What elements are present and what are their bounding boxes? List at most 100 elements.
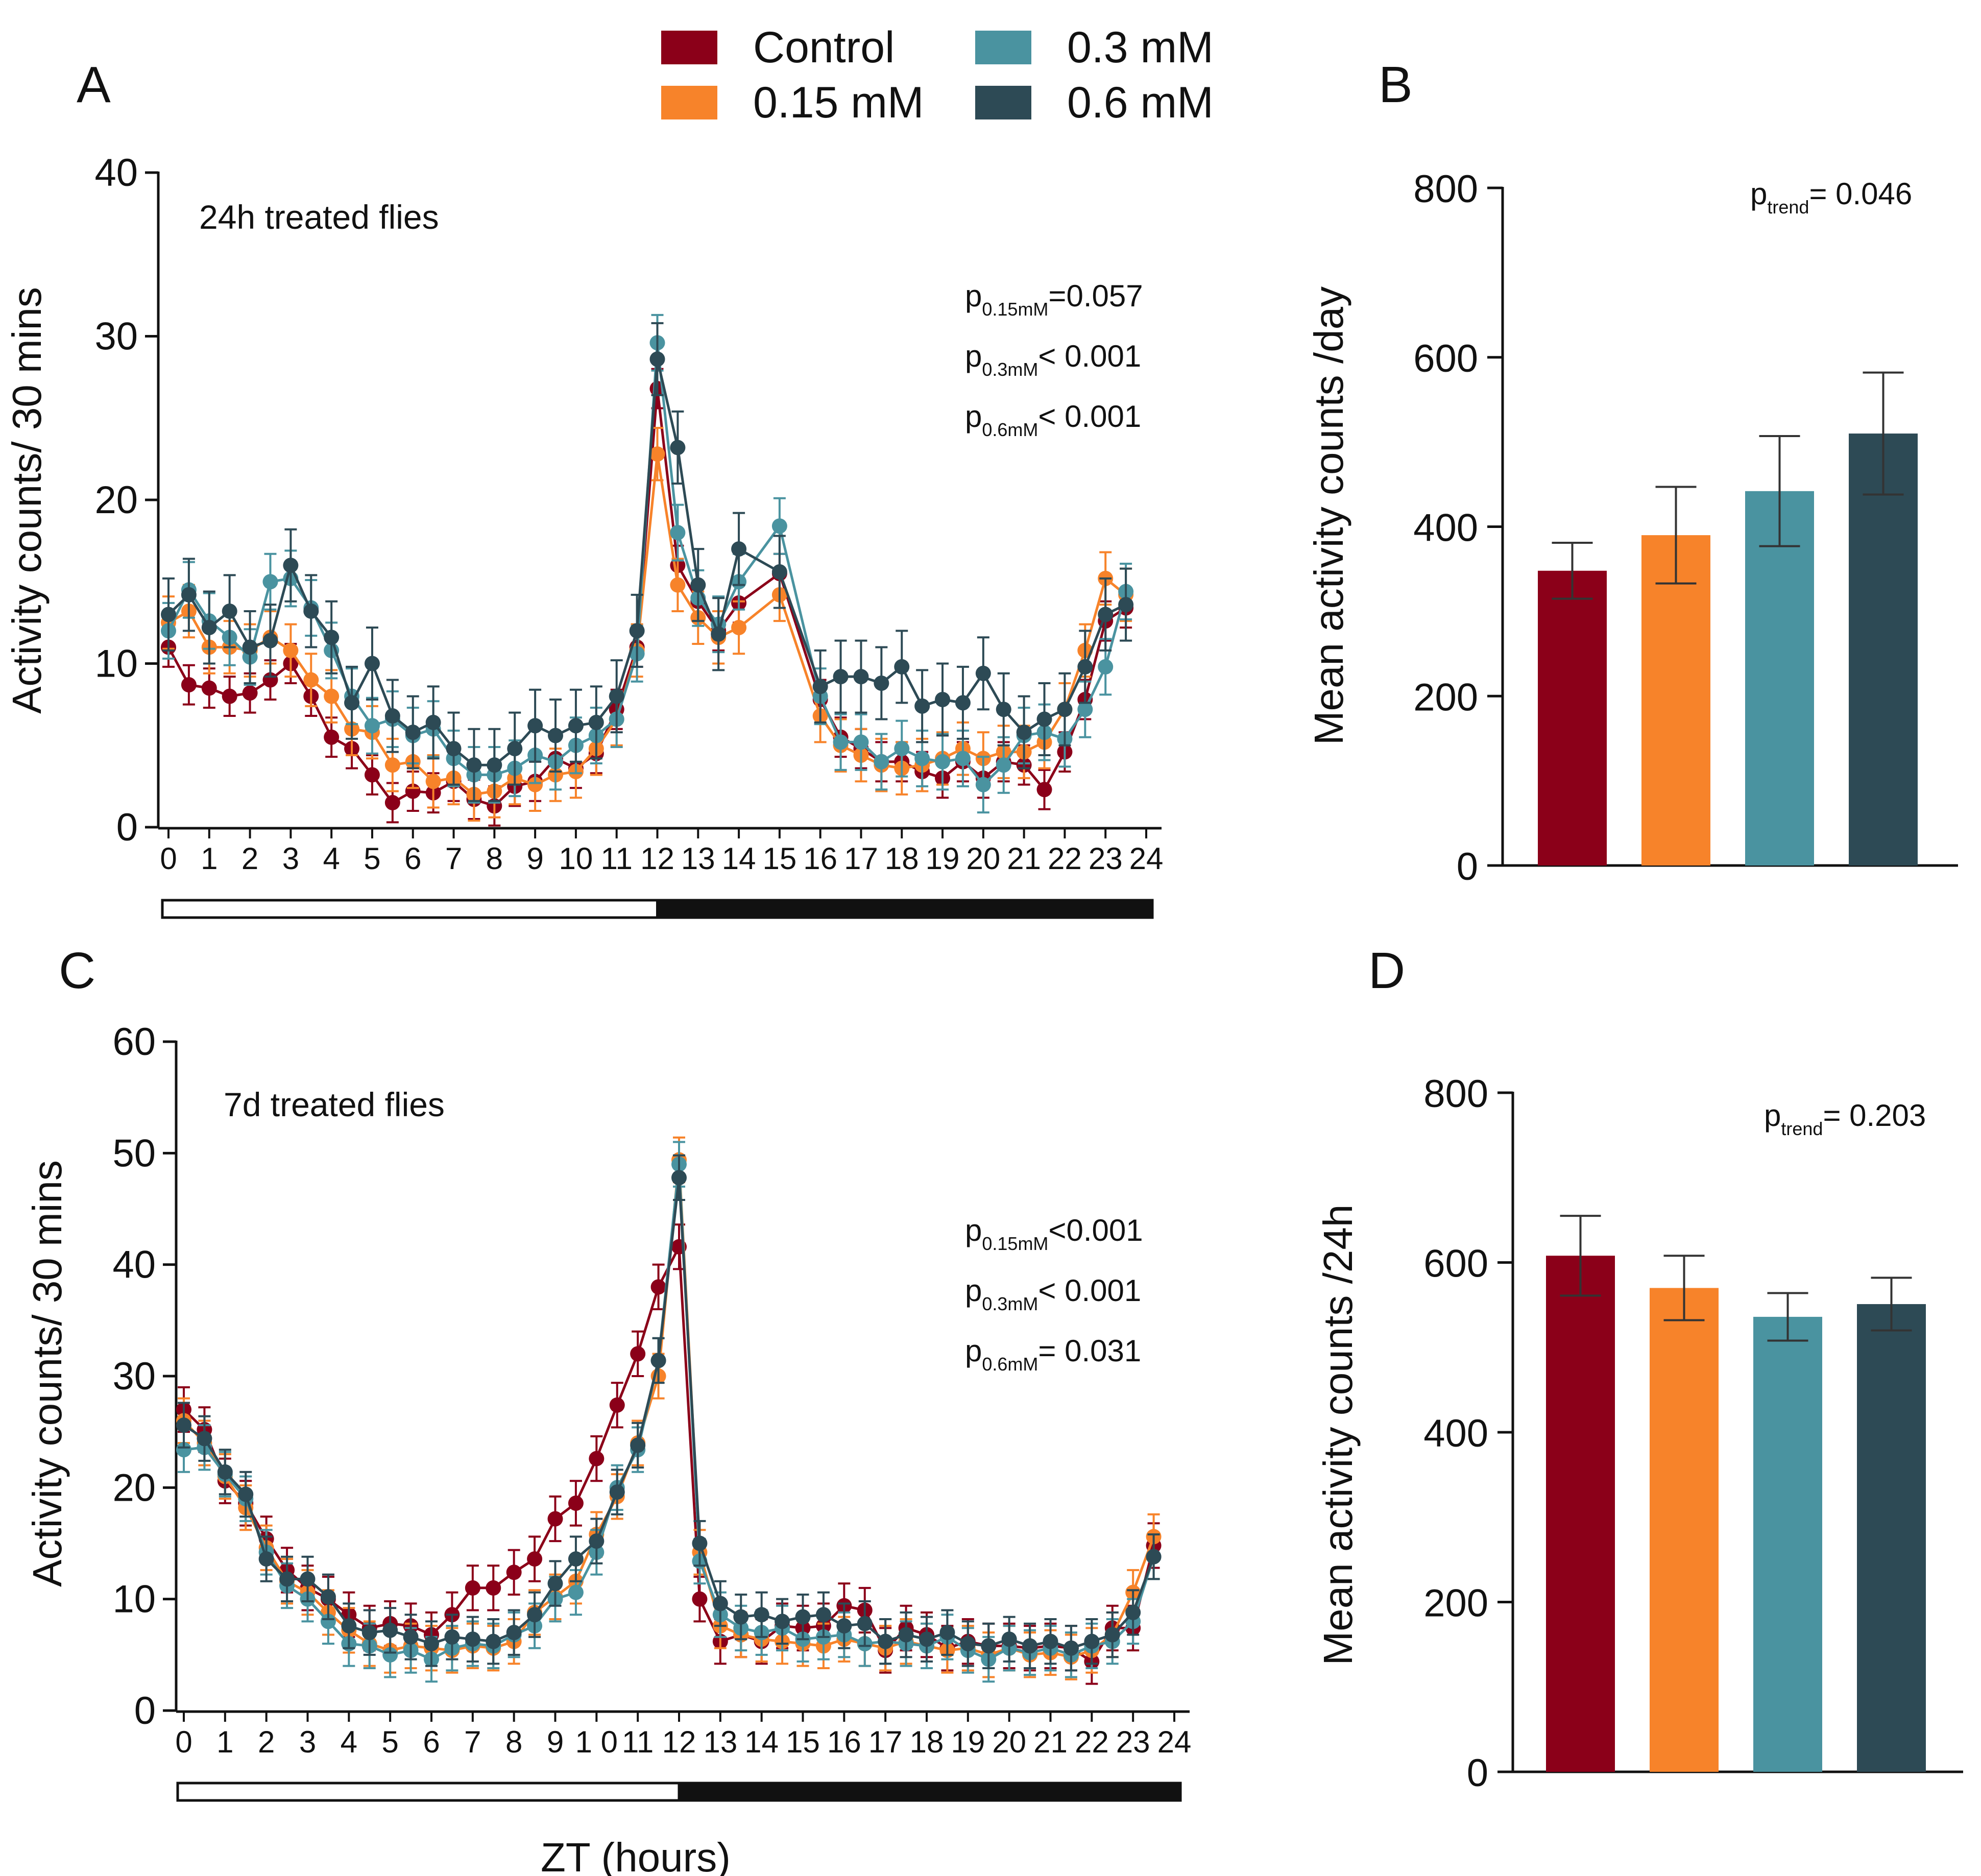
- chart-a-series-3-point-1: [181, 587, 197, 603]
- chart-a-series-0-point-41: [1036, 782, 1052, 798]
- chart-c-series-2-point-10: [382, 1647, 398, 1663]
- chart-d-bar-err-0: [1560, 1215, 1601, 1297]
- chart-a-y-axis-label: Activity counts/ 30 mins: [4, 287, 50, 714]
- chart-a-x-tick-label-1: 1: [201, 841, 218, 876]
- chart-d-bar-0: [1546, 1256, 1615, 1772]
- chart-a-series-3-point-17: [507, 741, 523, 757]
- legend-swatch-06: [975, 86, 1031, 119]
- chart-a-x-tick-label-14: 14: [722, 841, 756, 876]
- chart-c-series-3-point-39: [981, 1638, 997, 1654]
- chart-b-bar-err-0: [1552, 542, 1593, 600]
- chart-c-series-3-point-43: [1063, 1640, 1079, 1656]
- chart-a-series-3-point-28: [731, 541, 747, 557]
- chart-a-series-3-point-21: [588, 714, 604, 730]
- chart-c-series-3-point-31: [815, 1607, 831, 1623]
- chart-a-y-tick-label-4: 40: [94, 151, 138, 195]
- chart-c-series-3-point-34: [878, 1633, 893, 1649]
- chart-c-series-0-point-21: [609, 1397, 625, 1413]
- chart-a-series-0-point-8: [324, 729, 340, 745]
- chart-c-series-0-point-17: [527, 1551, 543, 1567]
- chart-c-series-3-point-23: [650, 1353, 666, 1368]
- chart-a-series-3-point-4: [242, 639, 258, 655]
- chart-c-x-tick-label-13: 13: [703, 1725, 737, 1759]
- chart-a-series-3-point-24: [649, 351, 665, 367]
- chart-c-y-tick-label-4: 40: [112, 1243, 156, 1287]
- chart-c-series-3-point-10: [382, 1622, 398, 1638]
- chart-d-y-tick-label-4: 800: [1423, 1072, 1488, 1116]
- chart-a-series-2-point-36: [935, 754, 951, 769]
- chart-a-dark-phase-bar: [656, 899, 1154, 919]
- chart-c-series-2-point-19: [568, 1584, 584, 1600]
- chart-a-series-3-point-0: [161, 607, 176, 622]
- chart-c-series-3-point-37: [939, 1625, 955, 1641]
- chart-c-x-tick-label-8: 8: [505, 1725, 522, 1759]
- legend-label-015: 0.15 mM: [753, 78, 924, 127]
- chart-a-series-3-point-15: [466, 757, 482, 773]
- chart-b-bar-err-3: [1863, 371, 1904, 496]
- chart-c-series-3-point-26: [712, 1596, 728, 1612]
- chart-a-x-tick-label-7: 7: [445, 841, 462, 876]
- chart-d-y-tick-label-1: 200: [1423, 1582, 1488, 1625]
- chart-d-bar-err-3: [1871, 1277, 1912, 1332]
- chart-d-bar-err-1: [1663, 1255, 1705, 1321]
- chart-a-series-3-point-44: [1098, 607, 1114, 622]
- chart-b-y-tick-label-1: 200: [1413, 676, 1478, 719]
- panel-letter-a: A: [77, 56, 111, 113]
- chart-c-p-value-1: p0.3mM< 0.001: [965, 1273, 1141, 1314]
- chart-a-series-0-point-1: [181, 677, 197, 693]
- chart-a-p-value-1: p0.3mM< 0.001: [965, 339, 1141, 380]
- chart-c-x-tick-label-14: 14: [744, 1725, 779, 1759]
- chart-a-y-tick-label-0: 0: [116, 806, 138, 849]
- chart-a-series-1-point-6: [283, 642, 299, 658]
- chart-c-series-3-point-33: [857, 1616, 873, 1631]
- chart-a-series-2-point-44: [1098, 659, 1114, 675]
- chart-b-bar-err-2: [1759, 435, 1800, 547]
- chart-a-series-3-point-29: [771, 564, 787, 580]
- chart-a-series-1-point-7: [303, 672, 319, 688]
- chart-c-series-3-point-17: [527, 1607, 543, 1623]
- chart-a-x-tick-label-20: 20: [966, 841, 1000, 876]
- chart-a-series-1-point-24: [649, 446, 665, 462]
- chart-a-p-value-0: p0.15mM=0.057: [965, 279, 1143, 320]
- chart-a-y-tick-label-3: 30: [94, 315, 138, 358]
- chart-c-y-tick-label-5: 50: [112, 1132, 156, 1175]
- chart-a-series-2-point-35: [914, 751, 930, 766]
- chart-a-series-3-point-5: [262, 633, 278, 648]
- chart-b-y-tick-label-2: 400: [1413, 507, 1478, 550]
- chart-c-y-tick-label-6: 60: [112, 1020, 156, 1064]
- chart-c-series-3-point-47: [1146, 1549, 1162, 1565]
- chart-a-series-2-line: [167, 343, 1127, 787]
- panel-letter-c: C: [59, 942, 95, 999]
- chart-a-series-3-point-30: [812, 679, 828, 694]
- chart-a-series-1-point-18: [527, 777, 543, 792]
- chart-c-series-3-point-32: [836, 1618, 852, 1634]
- chart-b-bar-0: [1538, 570, 1607, 865]
- chart-a-series-3-point-7: [303, 603, 319, 619]
- chart-a-x-tick-label-23: 23: [1089, 841, 1123, 876]
- chart-d-bar-err-2: [1767, 1292, 1808, 1342]
- chart-a-series-0-point-3: [222, 688, 237, 704]
- chart-a-series-3-point-35: [914, 698, 930, 714]
- chart-b-y-tick-label-0: 0: [1457, 845, 1478, 888]
- chart-a-light-phase-bar: [161, 899, 659, 919]
- chart-c-series-2-point-7: [320, 1614, 336, 1629]
- chart-c-series-3-point-25: [692, 1535, 708, 1551]
- chart-a-series-3-point-38: [975, 665, 991, 681]
- chart-c-x-tick-label-12: 12: [662, 1725, 696, 1759]
- chart-c-series-3-point-9: [361, 1625, 377, 1641]
- chart-c-x-tick-label-5: 5: [381, 1725, 398, 1759]
- chart-c-series-3-point-15: [486, 1633, 501, 1649]
- chart-a-series-3-point-40: [1016, 725, 1032, 740]
- chart-c-x-tick-label-17: 17: [868, 1725, 903, 1759]
- chart-a-series-3-point-39: [996, 702, 1011, 717]
- chart-c-p-value-0: p0.15mM<0.001: [965, 1213, 1143, 1254]
- chart-c-x-tick-label-6: 6: [423, 1725, 440, 1759]
- chart-c-series-0-point-22: [630, 1346, 646, 1362]
- chart-a-series-3-point-16: [487, 757, 502, 773]
- chart-c-series-3-point-13: [444, 1629, 460, 1645]
- chart-a-series-3-point-41: [1036, 711, 1052, 727]
- legend-swatch-control: [661, 31, 717, 64]
- chart-c-x-tick-label-1: 1: [216, 1725, 233, 1759]
